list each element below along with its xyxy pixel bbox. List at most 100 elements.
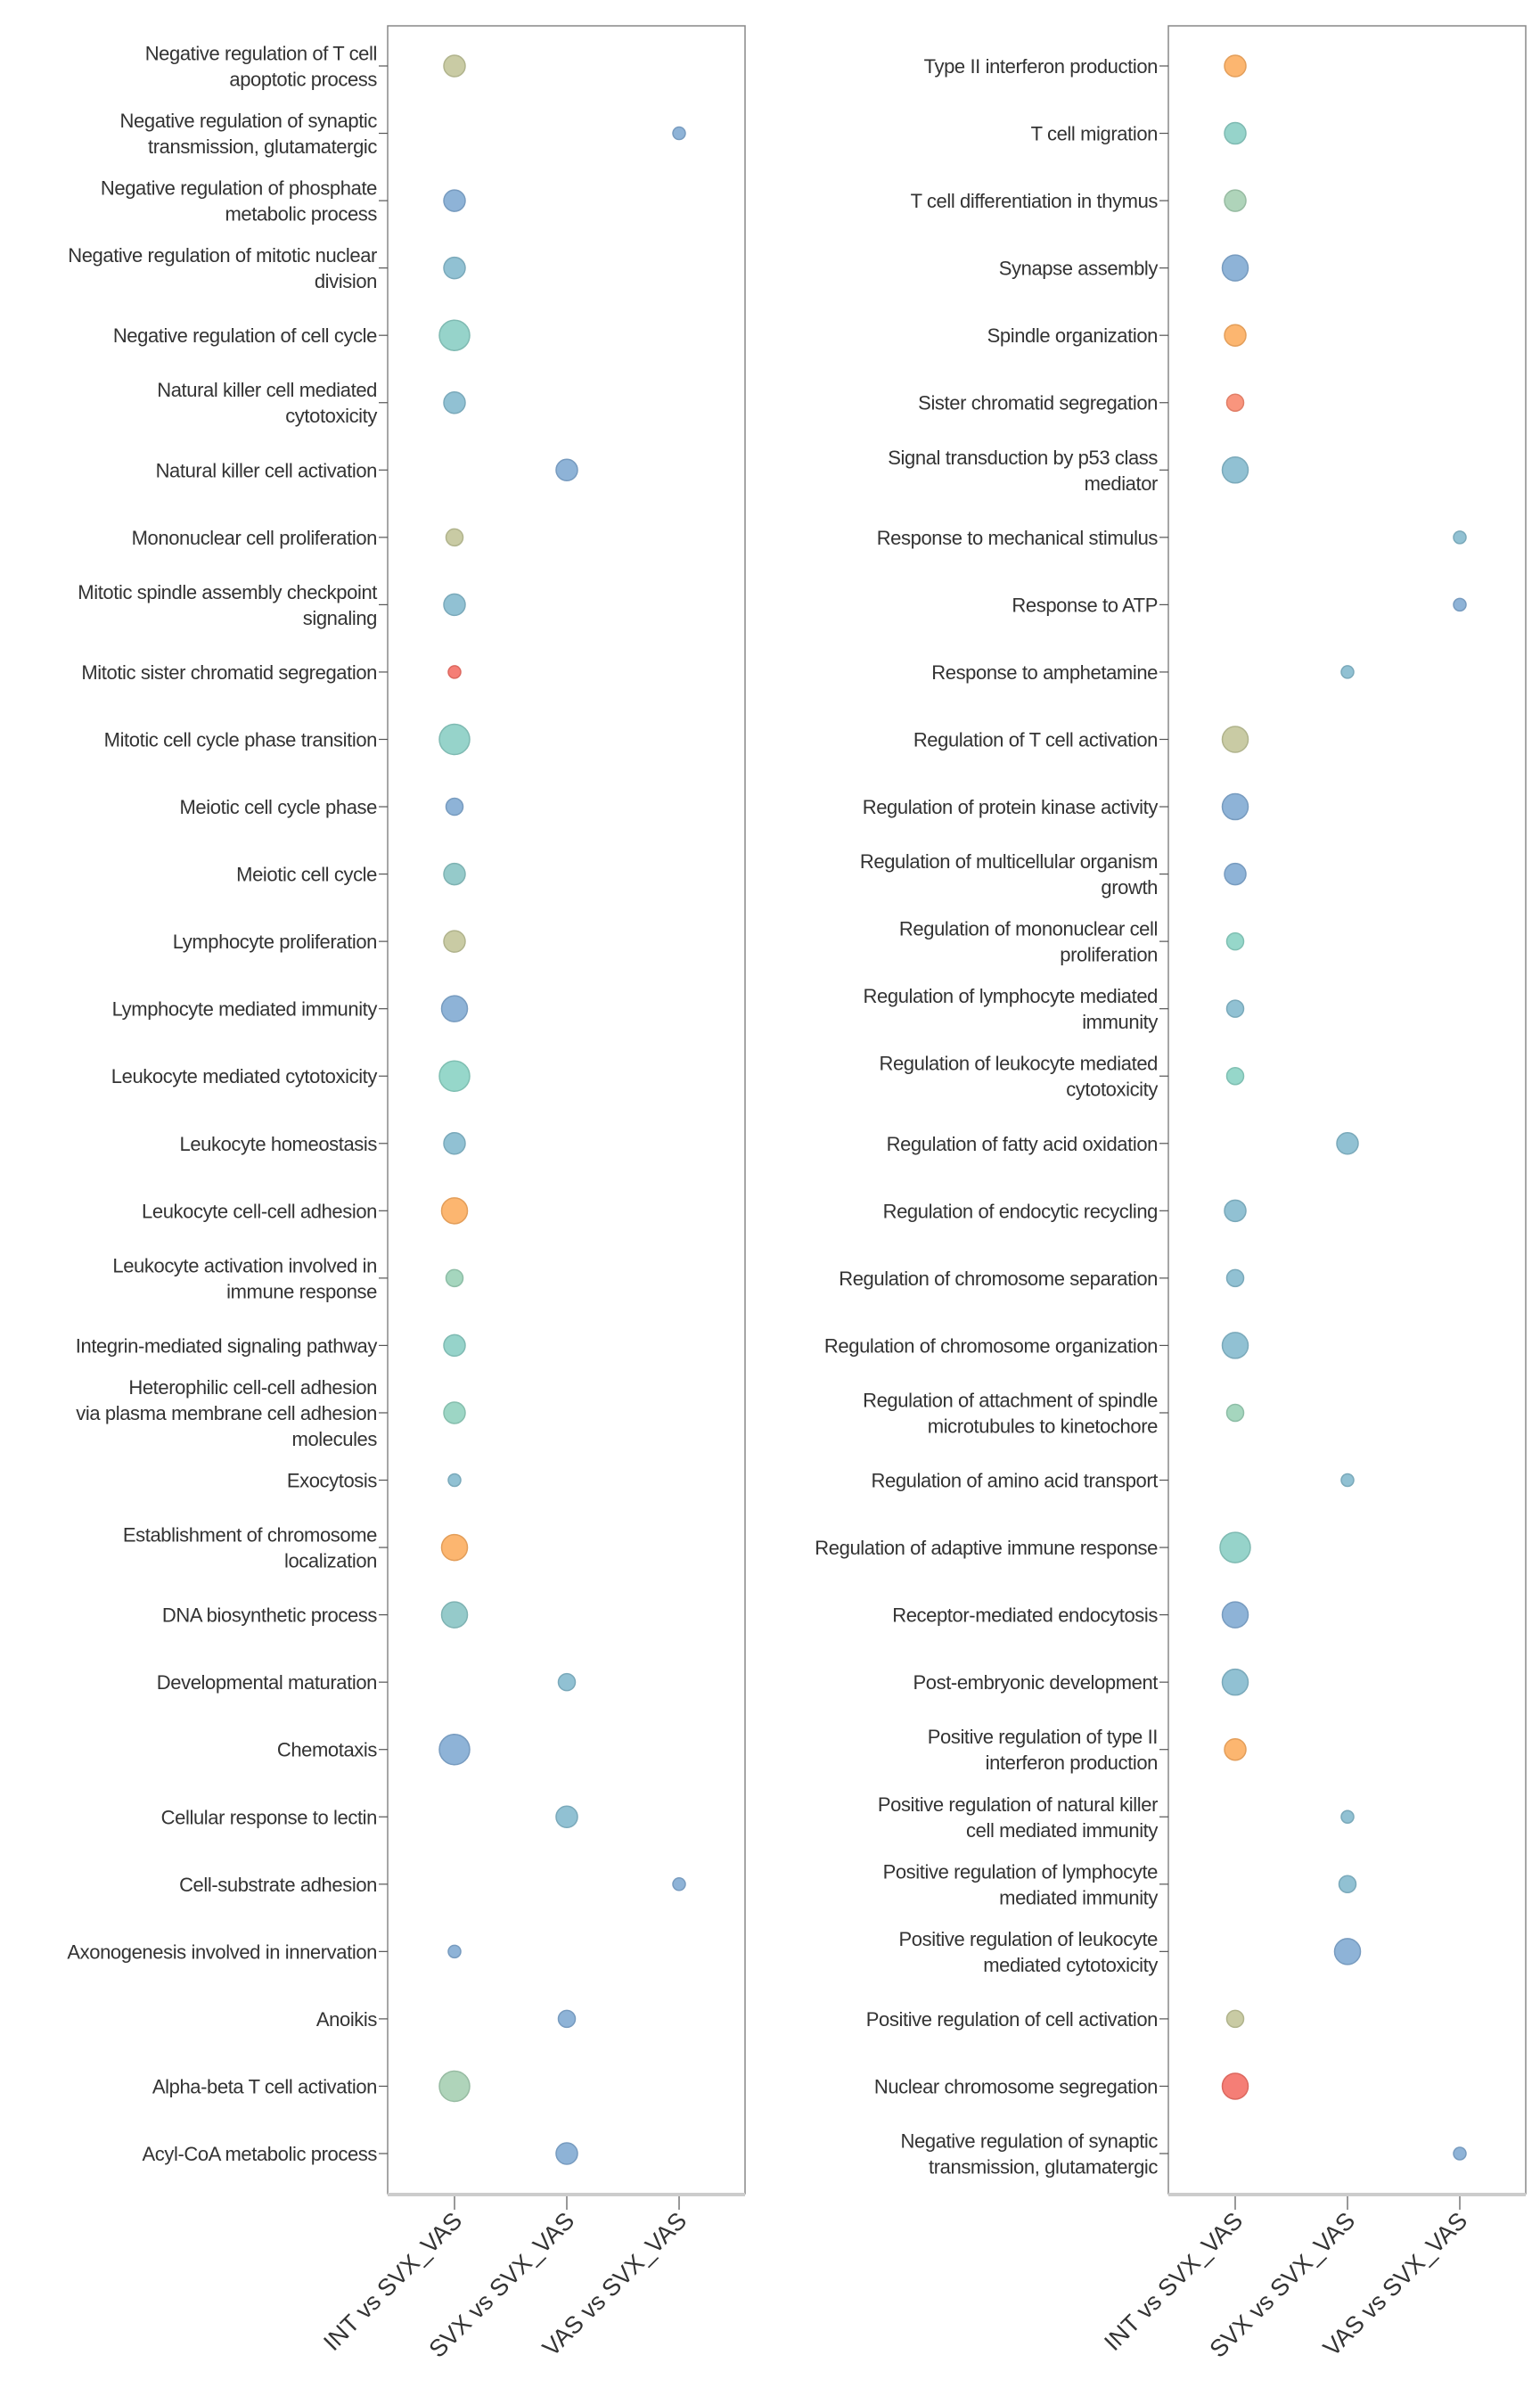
y-tick-label: Acyl-CoA metabolic process (143, 2143, 378, 2165)
y-tick-label: Negative regulation of mitotic nuclear (68, 244, 377, 267)
y-tick-label: Negative regulation of phosphate (101, 177, 377, 200)
y-tick-label: Leukocyte mediated cytotoxicity (111, 1065, 378, 1087)
y-tick-label: division (315, 270, 377, 292)
y-tick-label: Type II interferon production (924, 55, 1158, 78)
y-tick-label: Regulation of amino acid transport (872, 1470, 1159, 1492)
data-point (438, 723, 471, 756)
y-tick-label: Regulation of attachment of spindle (863, 1389, 1158, 1411)
y-tick-label: Integrin-mediated signaling pathway (76, 1334, 378, 1357)
y-tick-label: apoptotic process (229, 69, 377, 91)
y-tick-label: Leukocyte activation involved in (112, 1254, 377, 1276)
data-point (440, 1601, 469, 1629)
y-tick-label: Exocytosis (287, 1470, 378, 1492)
data-point (555, 458, 578, 482)
data-point (1224, 1199, 1247, 1223)
y-tick-label: Signal transduction by p53 class (888, 447, 1158, 469)
data-point (443, 189, 466, 212)
y-tick-label: Positive regulation of leukocyte (899, 1928, 1159, 1950)
y-tick-label: Axonogenesis involved in innervation (67, 1941, 377, 1963)
y-tick-label: Positive regulation of lymphocyte (883, 1860, 1159, 1883)
y-tick-label: Response to amphetamine (931, 661, 1158, 684)
y-tick-label: immunity (1082, 1011, 1158, 1033)
y-tick-label: Regulation of adaptive immune response (815, 1537, 1158, 1559)
data-point (1340, 1809, 1355, 1825)
y-tick-label: Mononuclear cell proliferation (132, 527, 377, 549)
data-point (1340, 665, 1355, 679)
y-tick-label: Regulation of T cell activation (913, 728, 1158, 751)
y-tick-label: Establishment of chromosome (123, 1524, 377, 1547)
y-tick-label: cell mediated immunity (966, 1819, 1158, 1842)
y-tick-label: Sister chromatid segregation (918, 392, 1158, 414)
y-tick-label: Leukocyte homeostasis (179, 1133, 377, 1155)
y-tick-label: molecules (292, 1428, 378, 1450)
y-tick-label: mediator (1085, 472, 1158, 495)
y-tick-label: Meiotic cell cycle phase (180, 796, 378, 818)
y-tick-label: Regulation of mononuclear cell (899, 918, 1158, 940)
data-point (1221, 1332, 1249, 1359)
y-tick-label: Post-embryonic development (913, 1671, 1158, 1694)
plot-frame (1167, 25, 1527, 2195)
data-point (1221, 456, 1249, 484)
y-tick-label: Lymphocyte mediated immunity (112, 998, 378, 1021)
data-point (438, 1060, 471, 1092)
y-tick-label: Alpha-beta T cell activation (152, 2075, 377, 2097)
y-tick-label: Regulation of multicellular organism (860, 850, 1158, 873)
y-tick-label: Chemotaxis (277, 1739, 378, 1761)
y-tick-label: Negative regulation of T cell (145, 43, 377, 65)
data-point (1224, 862, 1247, 886)
data-point (1225, 999, 1245, 1018)
y-tick-label: Mitotic cell cycle phase transition (104, 728, 377, 751)
y-tick-label: cytotoxicity (1066, 1079, 1158, 1101)
y-tick-label: localization (284, 1550, 377, 1572)
data-point (1453, 530, 1467, 545)
data-point (1225, 931, 1245, 951)
data-point (1224, 54, 1247, 78)
data-point (1333, 1938, 1362, 1965)
y-tick-label: Regulation of protein kinase activity (863, 796, 1159, 818)
plot-frame (387, 25, 746, 2195)
data-point (443, 390, 466, 414)
y-tick-label: Heterophilic cell-cell adhesion (128, 1376, 377, 1399)
y-tick-label: Regulation of leukocyte mediated (879, 1053, 1158, 1075)
y-tick-label: Response to mechanical stimulus (877, 527, 1159, 549)
data-point (1221, 726, 1249, 753)
y-tick-label: DNA biosynthetic process (162, 1604, 377, 1627)
data-point (1221, 1668, 1249, 1696)
data-point (445, 528, 464, 547)
y-tick-label: Cell-substrate adhesion (179, 1874, 377, 1896)
y-tick-label: growth (1101, 876, 1158, 898)
data-point (440, 1533, 469, 1562)
data-point (557, 1672, 577, 1692)
data-point (440, 995, 469, 1022)
y-tick-label: Synapse assembly (999, 258, 1159, 280)
y-tick-label: Natural killer cell activation (156, 459, 377, 481)
data-point (443, 862, 466, 886)
y-tick-label: immune response (226, 1280, 377, 1302)
y-tick-label: via plasma membrane cell adhesion (76, 1402, 377, 1424)
y-tick-label: microtubules to kinetochore (928, 1415, 1158, 1437)
y-tick-label: mediated immunity (999, 1886, 1158, 1908)
y-tick-label: Regulation of chromosome separation (839, 1268, 1158, 1290)
y-tick-label: Mitotic spindle assembly checkpoint (78, 581, 377, 603)
data-point (443, 256, 466, 280)
data-point (1221, 2072, 1249, 2100)
data-point (1225, 1066, 1245, 1086)
y-tick-label: interferon production (986, 1752, 1158, 1774)
y-tick-label: signaling (303, 607, 377, 629)
data-point (1225, 393, 1245, 412)
y-tick-label: proliferation (1060, 944, 1158, 966)
y-tick-label: Positive regulation of cell activation (866, 2008, 1158, 2031)
y-tick-label: Negative regulation of synaptic (120, 110, 378, 132)
data-point (672, 1877, 686, 1891)
y-tick-label: Leukocyte cell-cell adhesion (142, 1200, 377, 1222)
data-point (672, 126, 686, 141)
data-point (1221, 792, 1249, 821)
data-point (443, 1401, 466, 1424)
data-point (1224, 324, 1247, 347)
y-tick-label: metabolic process (225, 203, 378, 226)
data-point (555, 1805, 578, 1829)
y-tick-label: Receptor-mediated endocytosis (892, 1604, 1158, 1627)
